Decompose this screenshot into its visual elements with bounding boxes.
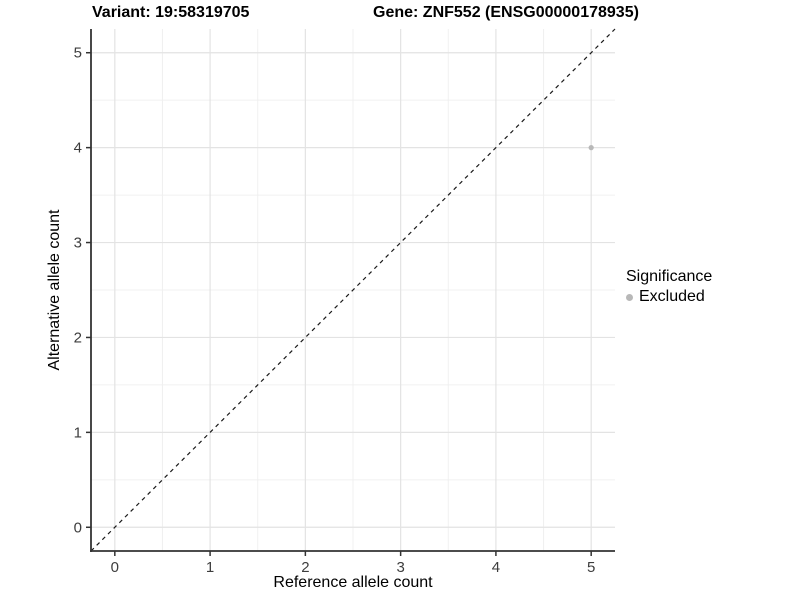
identity-reference-line (90, 28, 616, 552)
excluded-marker-icon (626, 293, 633, 301)
y-tick-label: 4 (74, 140, 82, 157)
y-axis-label: Alternative allele count (46, 209, 63, 371)
x-tick-label: 1 (206, 559, 214, 576)
y-tick-label: 3 (74, 235, 82, 252)
plot-title-variant: Variant: 19:58319705 (92, 4, 250, 21)
x-tick-label: 0 (111, 559, 119, 576)
legend-item-label: Excluded (639, 288, 705, 305)
x-axis-label: Reference allele count (273, 574, 433, 591)
y-tick-label: 1 (74, 424, 82, 441)
y-tick-label: 5 (74, 45, 82, 62)
x-tick-label: 3 (396, 559, 404, 576)
data-point (588, 145, 594, 151)
x-tick-label: 5 (587, 559, 595, 576)
legend-item-excluded: Excluded (626, 288, 712, 306)
plot-title-gene: Gene: ZNF552 (ENSG00000178935) (373, 4, 639, 21)
legend: Significance Excluded (626, 268, 712, 306)
x-tick-label: 2 (301, 559, 309, 576)
legend-title: Significance (626, 268, 713, 285)
y-tick-label: 0 (74, 519, 82, 536)
x-tick-label: 4 (492, 559, 500, 576)
y-tick-label: 2 (74, 329, 82, 346)
